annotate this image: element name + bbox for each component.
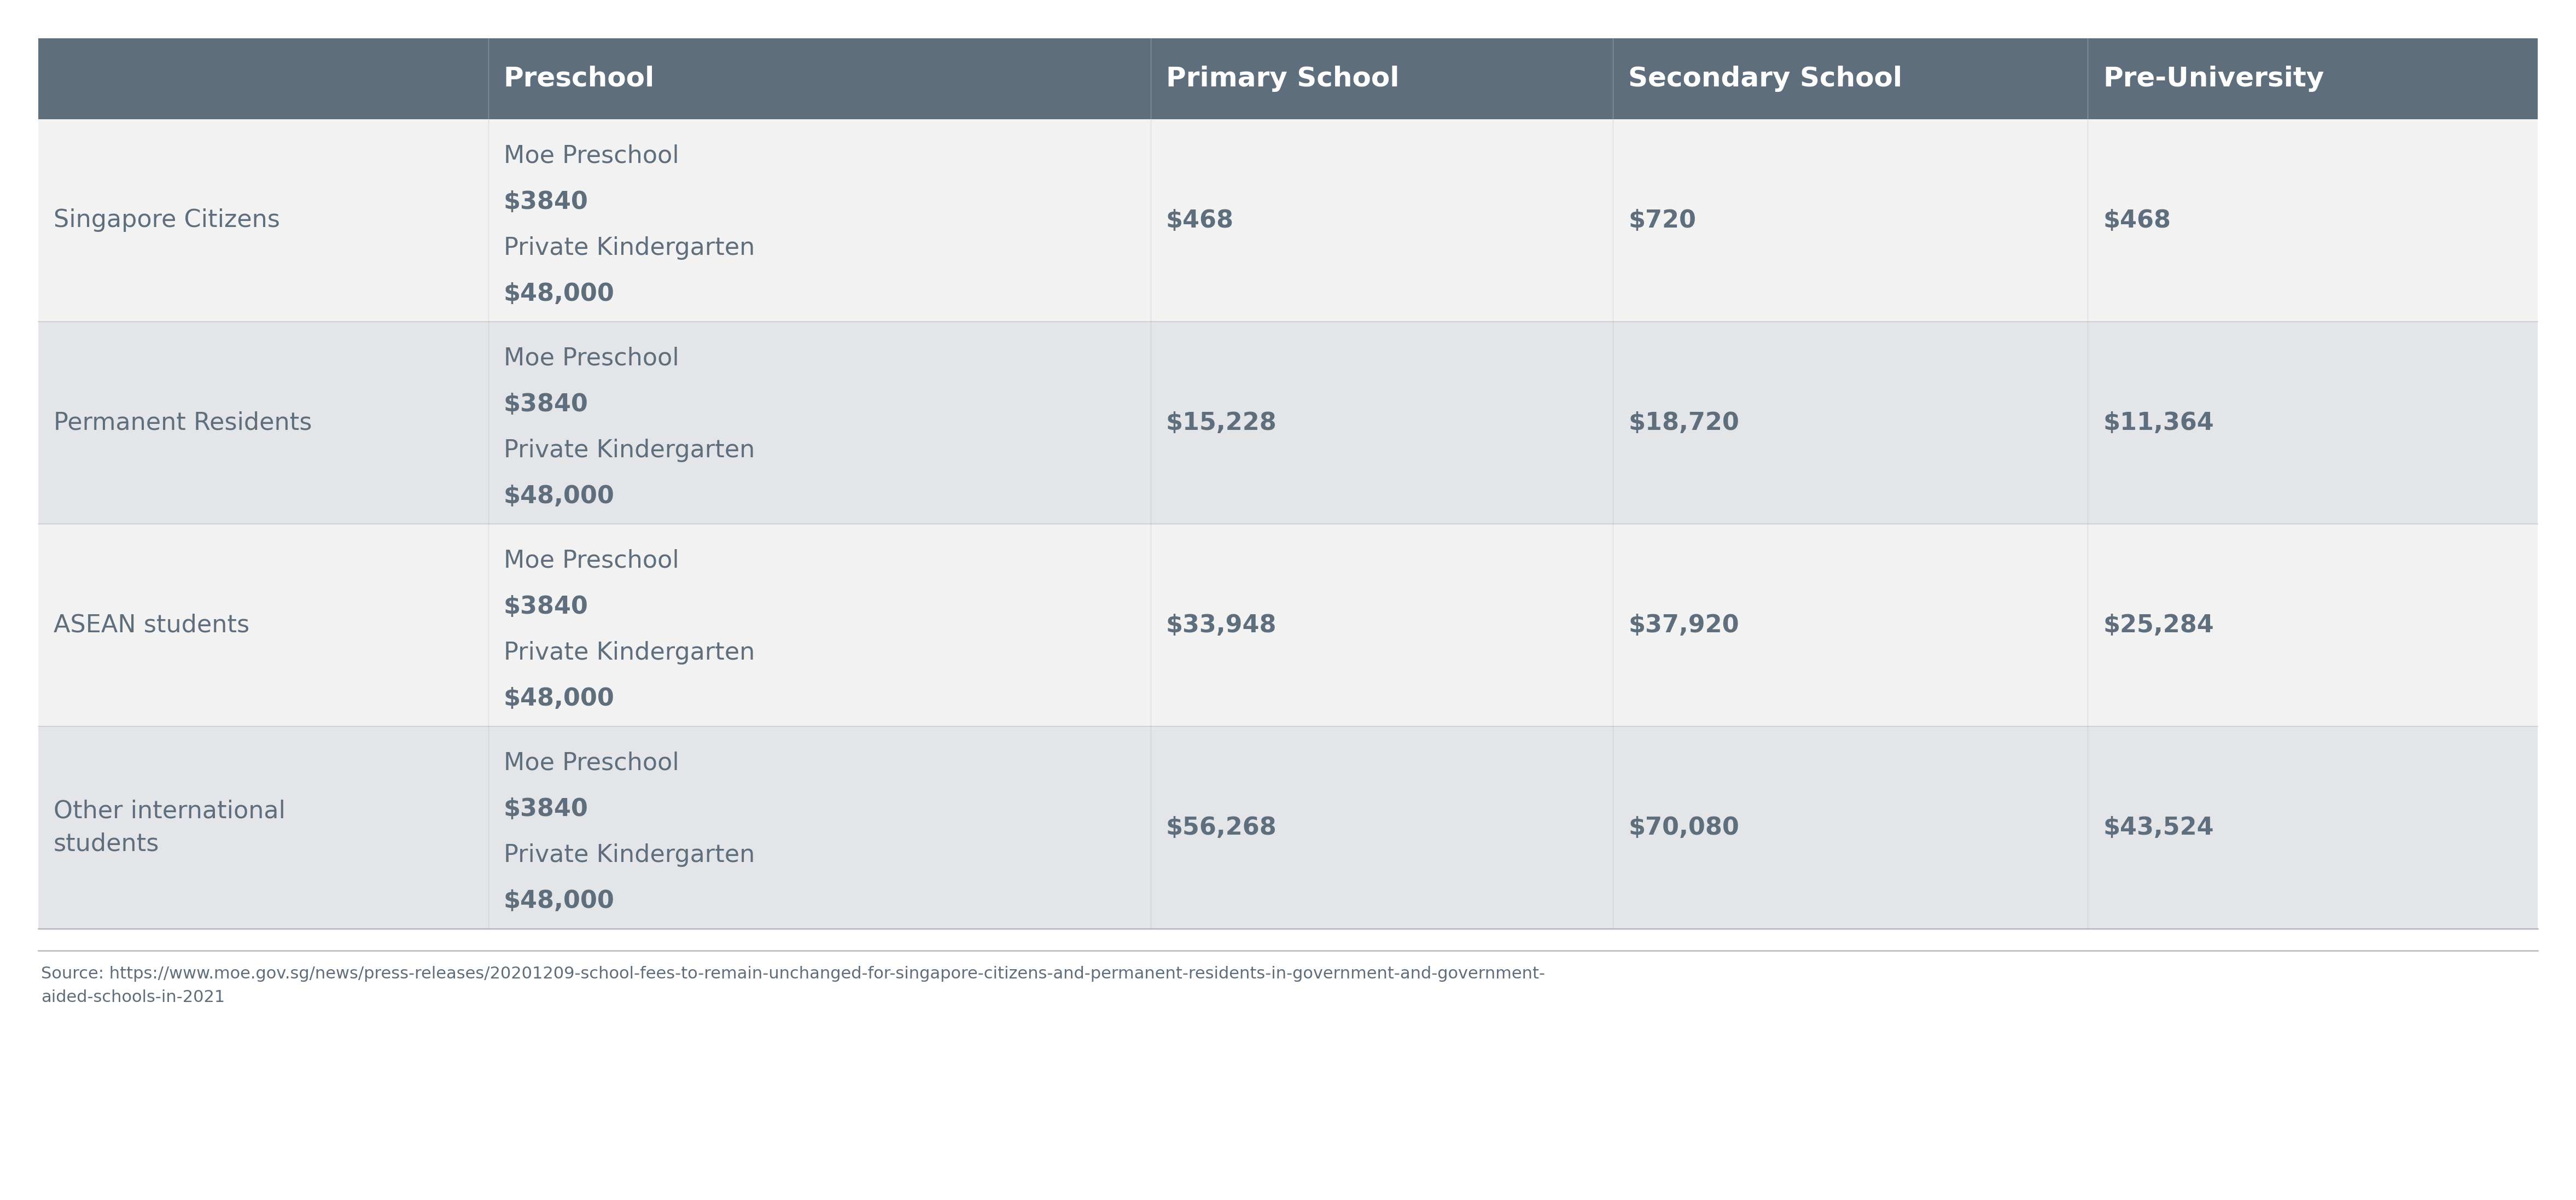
Text: $11,364: $11,364	[2102, 412, 2213, 434]
Text: $70,080: $70,080	[1628, 816, 1739, 839]
Bar	[39, 322, 2537, 524]
Text: Permanent Residents: Permanent Residents	[54, 412, 312, 434]
Text: Preschool: Preschool	[502, 66, 654, 92]
Text: Singapore Citizens: Singapore Citizens	[54, 209, 281, 232]
Text: $48,000: $48,000	[502, 889, 616, 913]
Text: $3840: $3840	[502, 392, 587, 416]
Text: Private Kindergarten: Private Kindergarten	[502, 236, 755, 260]
Text: $43,524: $43,524	[2102, 816, 2213, 839]
Bar	[39, 524, 2537, 726]
Text: $468: $468	[2102, 209, 2172, 232]
Text: Private Kindergarten: Private Kindergarten	[502, 844, 755, 866]
Text: $48,000: $48,000	[502, 688, 616, 710]
Text: Moe Preschool: Moe Preschool	[502, 550, 680, 572]
Text: $48,000: $48,000	[502, 485, 616, 508]
Text: Secondary School: Secondary School	[1628, 66, 1901, 92]
Text: Moe Preschool: Moe Preschool	[502, 144, 680, 168]
Text: $3840: $3840	[502, 798, 587, 821]
Text: $25,284: $25,284	[2102, 613, 2213, 637]
Text: Source: https://www.moe.gov.sg/news/press-releases/20201209-school-fees-to-remai: Source: https://www.moe.gov.sg/news/pres…	[41, 966, 1546, 1006]
Text: Other international
students: Other international students	[54, 799, 286, 856]
Bar	[39, 726, 2537, 929]
Text: $468: $468	[1167, 209, 1234, 232]
Text: $720: $720	[1628, 209, 1695, 232]
Text: $15,228: $15,228	[1167, 412, 1278, 434]
Text: $37,920: $37,920	[1628, 613, 1739, 637]
Text: Private Kindergarten: Private Kindergarten	[502, 641, 755, 665]
Text: $56,268: $56,268	[1167, 816, 1278, 839]
Text: $18,720: $18,720	[1628, 412, 1739, 434]
Text: Primary School: Primary School	[1167, 66, 1399, 92]
Text: Pre-University: Pre-University	[2102, 66, 2324, 92]
Text: Moe Preschool: Moe Preschool	[502, 347, 680, 370]
Bar	[39, 119, 2537, 322]
Text: $3840: $3840	[502, 191, 587, 214]
Text: Private Kindergarten: Private Kindergarten	[502, 439, 755, 462]
Text: $3840: $3840	[502, 595, 587, 618]
Text: ASEAN students: ASEAN students	[54, 613, 250, 637]
Text: $48,000: $48,000	[502, 282, 616, 306]
Text: Moe Preschool: Moe Preschool	[502, 751, 680, 775]
Bar	[39, 38, 2537, 119]
Text: $33,948: $33,948	[1167, 613, 1278, 637]
